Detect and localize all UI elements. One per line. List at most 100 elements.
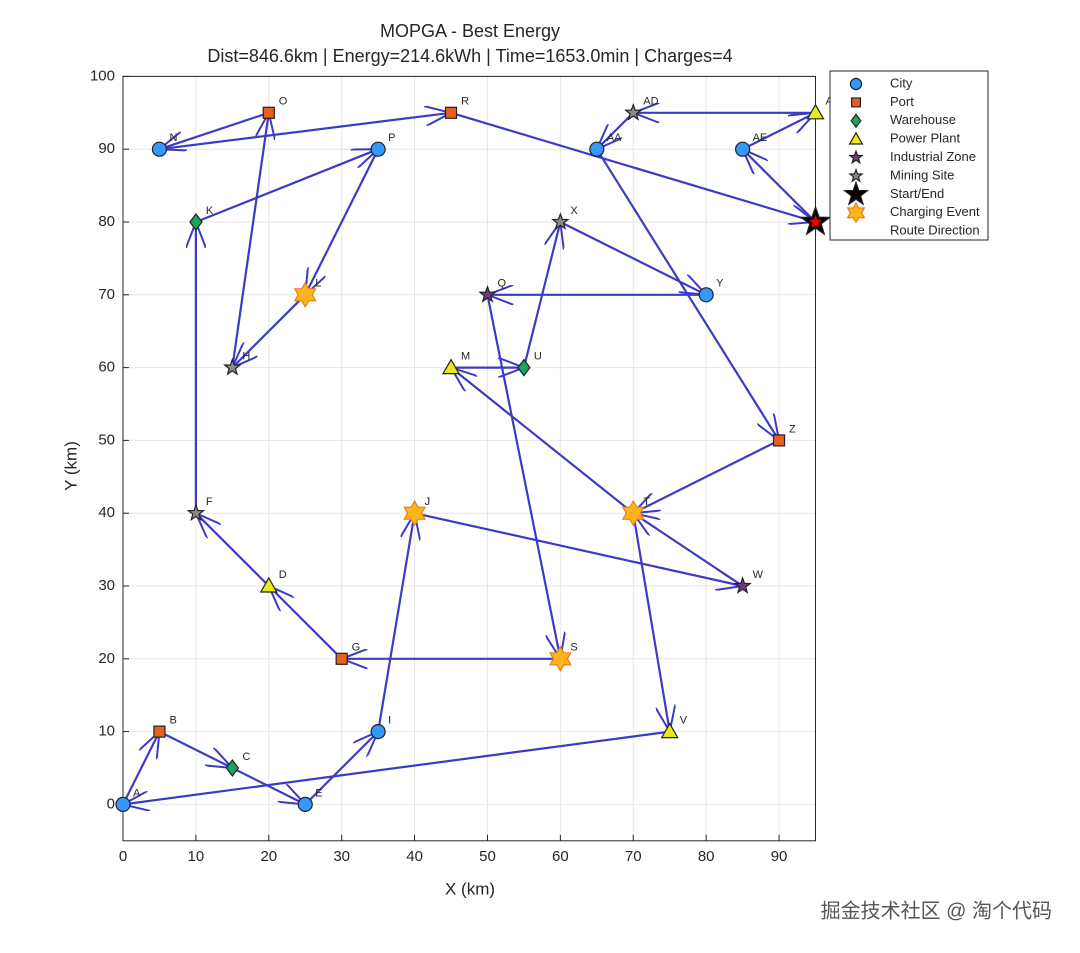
route-segment: [123, 730, 670, 805]
node-label: G: [352, 642, 361, 654]
route-segment: [231, 767, 305, 804]
x-tick-label: 50: [479, 848, 496, 865]
node-marker: [806, 103, 825, 120]
node-marker: [846, 202, 866, 224]
node-marker: [551, 212, 570, 230]
node-marker: [848, 149, 864, 165]
x-tick-label: 70: [625, 848, 642, 865]
y-tick-label: 60: [98, 359, 115, 376]
x-tick-label: 0: [119, 848, 127, 865]
legend-label: Industrial Zone: [890, 149, 976, 164]
node-label: K: [206, 205, 214, 217]
node-marker: [403, 500, 427, 527]
node-label: Q: [497, 278, 506, 290]
node-label: X: [570, 205, 578, 217]
legend-label: City: [890, 75, 913, 90]
route-segment: [486, 294, 560, 659]
node-label: H: [242, 351, 250, 363]
node-marker: [441, 358, 461, 375]
y-tick-label: 50: [98, 431, 115, 448]
route-segment: [633, 513, 744, 587]
node-label: V: [680, 715, 688, 727]
node-marker: [186, 503, 206, 522]
node-label: J: [425, 496, 431, 508]
node-label: S: [570, 642, 577, 654]
y-tick-label: 20: [98, 650, 115, 667]
y-axis-label: Y (km): [61, 441, 80, 491]
route-segment: [632, 513, 669, 731]
node-label: F: [206, 496, 213, 508]
node-marker: [850, 113, 862, 129]
legend-label: Warehouse: [890, 112, 956, 127]
node-marker: [259, 576, 278, 593]
node-marker: [660, 722, 679, 739]
plot-frame: [122, 75, 816, 842]
node-label: AA: [607, 132, 622, 144]
legend-label: Start/End: [890, 186, 944, 201]
route-segment: [196, 513, 270, 587]
node-marker: [849, 77, 863, 91]
route-segment: [633, 439, 780, 513]
node-marker: [153, 725, 166, 738]
route: [123, 113, 816, 805]
node-label: Z: [789, 423, 796, 435]
node-label: R: [461, 96, 469, 108]
node-marker: [772, 434, 786, 447]
node-marker-inner: [808, 215, 823, 228]
node-label: E: [315, 787, 322, 799]
node-label: P: [388, 132, 395, 144]
node-label: L: [315, 278, 321, 290]
node-label: W: [753, 569, 764, 581]
route-segment: [377, 513, 414, 732]
route-segment: [232, 294, 307, 368]
y-tick-label: 40: [98, 504, 115, 521]
node-marker: [297, 796, 313, 813]
route-segment: [122, 732, 159, 805]
route-segment: [559, 221, 706, 295]
x-tick-label: 10: [188, 848, 205, 865]
legend-label: Port: [890, 94, 914, 109]
node-label: AE: [753, 132, 768, 144]
x-tick-label: 20: [260, 848, 277, 865]
node-marker: [621, 500, 645, 527]
x-tick-label: 90: [771, 848, 788, 865]
node-marker: [293, 281, 317, 308]
node-marker: [848, 131, 864, 145]
route-segment: [159, 111, 270, 149]
node-label: I: [388, 715, 391, 727]
node-marker: [262, 106, 275, 119]
route-segment: [304, 732, 378, 806]
node-label: AD: [643, 96, 658, 108]
node-label: M: [461, 351, 470, 363]
node-label: C: [242, 751, 250, 763]
node-marker: [698, 287, 714, 303]
node-label: A: [133, 787, 141, 799]
y-tick-label: 80: [98, 213, 115, 230]
x-tick-label: 30: [333, 848, 350, 865]
node-marker: [115, 796, 131, 813]
chart-title: MOPGA - Best Energy: [380, 21, 560, 41]
route-segment: [305, 148, 380, 295]
route-segment: [159, 113, 451, 151]
y-tick-label: 70: [98, 286, 115, 303]
node-label: B: [169, 715, 176, 727]
watermark: 掘金技术社区 @ 淘个代码: [821, 899, 1052, 922]
y-tick-label: 100: [90, 67, 115, 84]
legend-label: Route Direction: [890, 223, 980, 238]
node-label: O: [279, 96, 288, 108]
legend: City Port Warehouse Power Plant Industrial Z…: [829, 70, 989, 241]
y-tick-label: 0: [107, 795, 115, 812]
x-tick-label: 80: [698, 848, 715, 865]
node-marker: [225, 759, 240, 777]
route-segment: [414, 512, 743, 586]
node-marker: [850, 97, 861, 108]
route-segment: [597, 112, 635, 149]
node-marker: [370, 141, 386, 157]
route-segment: [269, 586, 343, 660]
chart-subtitle: Dist=846.6km | Energy=214.6kWh | Time=16…: [207, 46, 732, 66]
legend-label: Mining Site: [890, 167, 954, 182]
node-label: T: [643, 496, 650, 508]
node-marker: [335, 652, 348, 665]
route-segment: [231, 113, 268, 368]
